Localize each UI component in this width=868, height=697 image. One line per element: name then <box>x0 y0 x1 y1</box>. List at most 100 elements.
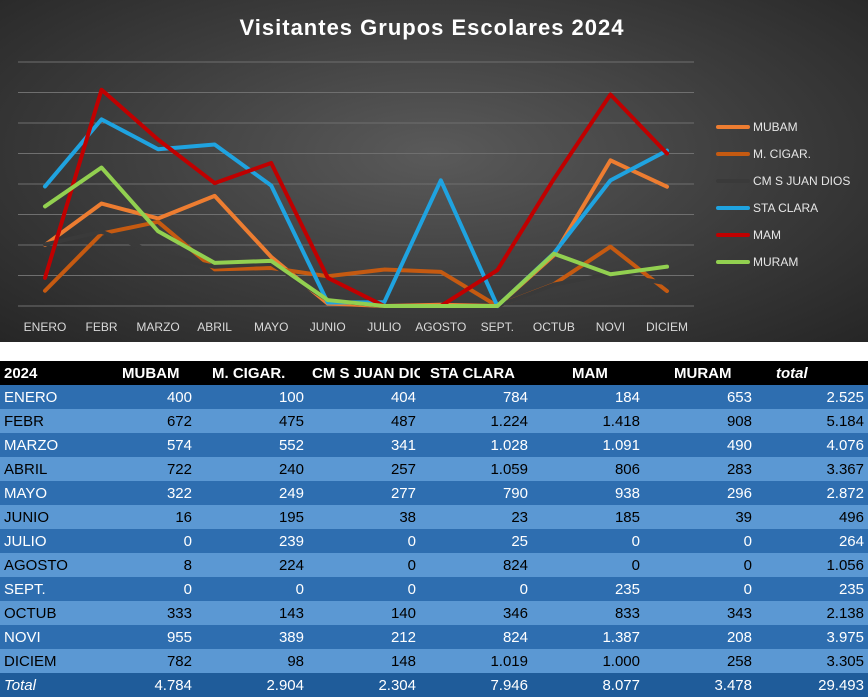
total-label: Total <box>0 673 100 697</box>
table-cell: 0 <box>100 577 196 601</box>
table-cell: 908 <box>644 409 756 433</box>
table-cell: 185 <box>532 505 644 529</box>
total-cell: 7.946 <box>420 673 532 697</box>
table-cell: 240 <box>196 457 308 481</box>
total-cell: 8.077 <box>532 673 644 697</box>
table-cell: 0 <box>644 529 756 553</box>
table-cell: 1.387 <box>532 625 644 649</box>
table-cell: 2.872 <box>756 481 868 505</box>
table-row: ENERO 400 100 404 784 184 653 2.525 <box>0 385 868 409</box>
table-cell: 283 <box>644 457 756 481</box>
table-cell: 25 <box>420 529 532 553</box>
row-label: MAYO <box>0 481 100 505</box>
table-cell: 784 <box>420 385 532 409</box>
table-cell: 1.224 <box>420 409 532 433</box>
table-cell: 0 <box>100 529 196 553</box>
series-line-muram <box>43 165 669 308</box>
table-cell: 100 <box>196 385 308 409</box>
table-cell: 0 <box>644 553 756 577</box>
table-cell: 806 <box>532 457 644 481</box>
x-tick-label: SEPT. <box>481 320 514 334</box>
table-cell: 38 <box>308 505 420 529</box>
series-line-mubam <box>43 158 669 308</box>
table-cell: 487 <box>308 409 420 433</box>
table-cell: 0 <box>308 529 420 553</box>
legend-label: STA CLARA <box>753 201 818 215</box>
row-label: SEPT. <box>0 577 100 601</box>
table-row: ABRIL 722 240 257 1.059 806 283 3.367 <box>0 457 868 481</box>
table-cell: 0 <box>532 529 644 553</box>
table-row: OCTUB 333 143 140 346 833 343 2.138 <box>0 601 868 625</box>
x-tick-label: DICIEM <box>646 320 688 334</box>
table-cell: 140 <box>308 601 420 625</box>
table-cell: 0 <box>308 577 420 601</box>
series-line-m-cigar <box>43 219 669 308</box>
header-mam: MAM <box>532 361 644 385</box>
header-muram: MURAM <box>644 361 756 385</box>
row-label: ABRIL <box>0 457 100 481</box>
legend-label: M. CIGAR. <box>753 147 811 161</box>
series-line-mam <box>43 87 669 308</box>
table-cell: 400 <box>100 385 196 409</box>
table-cell: 224 <box>196 553 308 577</box>
table-cell: 722 <box>100 457 196 481</box>
x-tick-label: JUNIO <box>310 320 346 334</box>
row-label: AGOSTO <box>0 553 100 577</box>
row-label: JULIO <box>0 529 100 553</box>
table-cell: 0 <box>420 577 532 601</box>
legend: MUBAM M. CIGAR. CM S JUAN DIOS STA CLARA MAM… <box>716 120 850 269</box>
row-label: JUNIO <box>0 505 100 529</box>
table-cell: 5.184 <box>756 409 868 433</box>
table-cell: 1.019 <box>420 649 532 673</box>
table-cell: 249 <box>196 481 308 505</box>
total-cell: 3.478 <box>644 673 756 697</box>
row-label: DICIEM <box>0 649 100 673</box>
x-tick-label: MAYO <box>254 320 288 334</box>
table-cell: 404 <box>308 385 420 409</box>
x-tick-label: FEBR <box>86 320 118 334</box>
line-chart: Visitantes Grupos Escolares 2024 ENERO FE… <box>18 15 850 334</box>
table-cell: 2.138 <box>756 601 868 625</box>
table-cell: 824 <box>420 625 532 649</box>
table-cell: 574 <box>100 433 196 457</box>
x-tick-label: JULIO <box>367 320 401 334</box>
row-label: NOVI <box>0 625 100 649</box>
table-cell: 235 <box>532 577 644 601</box>
table-cell: 277 <box>308 481 420 505</box>
table-row: SEPT. 0 0 0 0 235 0 235 <box>0 577 868 601</box>
table-cell: 389 <box>196 625 308 649</box>
table-cell: 672 <box>100 409 196 433</box>
table-cell: 653 <box>644 385 756 409</box>
table-row: AGOSTO 8 224 0 824 0 0 1.056 <box>0 553 868 577</box>
table-cell: 824 <box>420 553 532 577</box>
chart-title: Visitantes Grupos Escolares 2024 <box>240 15 625 40</box>
table-cell: 239 <box>196 529 308 553</box>
total-cell: 4.784 <box>100 673 196 697</box>
table-cell: 148 <box>308 649 420 673</box>
legend-label: MUBAM <box>753 120 798 134</box>
table-cell: 0 <box>196 577 308 601</box>
table-total-row: Total 4.784 2.904 2.304 7.946 8.077 3.47… <box>0 673 868 697</box>
table-cell: 212 <box>308 625 420 649</box>
total-cell: 29.493 <box>756 673 868 697</box>
table-cell: 143 <box>196 601 308 625</box>
table-cell: 2.525 <box>756 385 868 409</box>
table-cell: 1.028 <box>420 433 532 457</box>
table-cell: 23 <box>420 505 532 529</box>
table-cell: 833 <box>532 601 644 625</box>
legend-label: MAM <box>753 228 781 242</box>
table-row: MARZO 574 552 341 1.028 1.091 490 4.076 <box>0 433 868 457</box>
table-cell: 0 <box>532 553 644 577</box>
table-cell: 475 <box>196 409 308 433</box>
table-cell: 496 <box>756 505 868 529</box>
x-tick-label: MARZO <box>136 320 179 334</box>
table-cell: 258 <box>644 649 756 673</box>
x-tick-label: OCTUB <box>533 320 575 334</box>
x-tick-label: ENERO <box>24 320 67 334</box>
header-m-cigar: M. CIGAR. <box>196 361 308 385</box>
table-cell: 955 <box>100 625 196 649</box>
x-tick-label: ABRIL <box>197 320 232 334</box>
table-cell: 938 <box>532 481 644 505</box>
legend-label: MURAM <box>753 255 798 269</box>
chart-panel: Visitantes Grupos Escolares 2024 ENERO FE… <box>0 0 868 342</box>
